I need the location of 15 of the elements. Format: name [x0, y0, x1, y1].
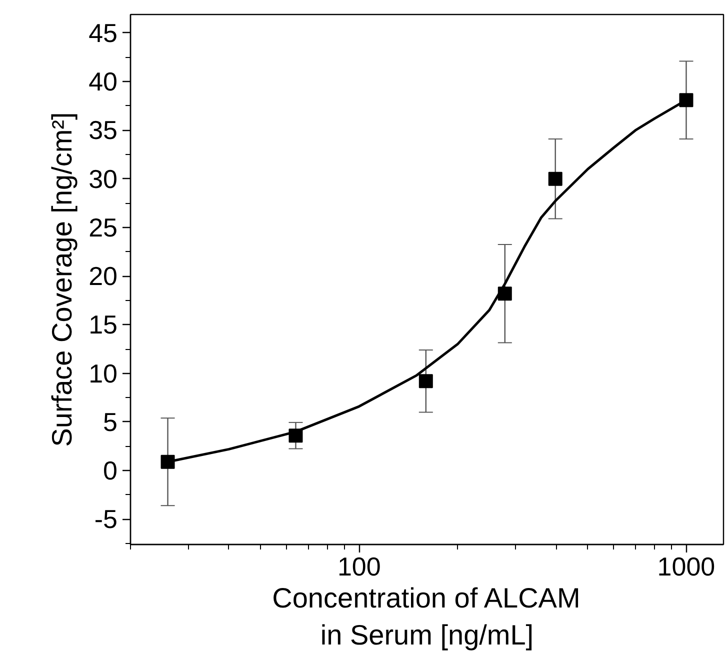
y-tick-label: 15: [88, 310, 118, 340]
y-tick-label: -5: [94, 504, 118, 534]
x-tick-label: 1000: [657, 552, 716, 582]
y-tick-label: 45: [88, 18, 118, 48]
x-axis-title: Concentration of ALCAM in Serum [ng/mL]: [272, 582, 580, 651]
y-tick-label: 30: [88, 164, 118, 194]
y-tick-label: 10: [88, 358, 118, 388]
x-tick-label: 100: [337, 552, 381, 582]
y-tick-label: 0: [103, 456, 118, 486]
y-tick-label: 40: [88, 66, 118, 97]
y-tick-label: 20: [88, 261, 118, 292]
y-axis-title: Surface Coverage [ng/cm²]: [46, 112, 78, 447]
y-tick-label: 35: [88, 115, 118, 146]
y-tick-label: 5: [103, 406, 118, 437]
y-tick-label: 25: [88, 212, 118, 242]
